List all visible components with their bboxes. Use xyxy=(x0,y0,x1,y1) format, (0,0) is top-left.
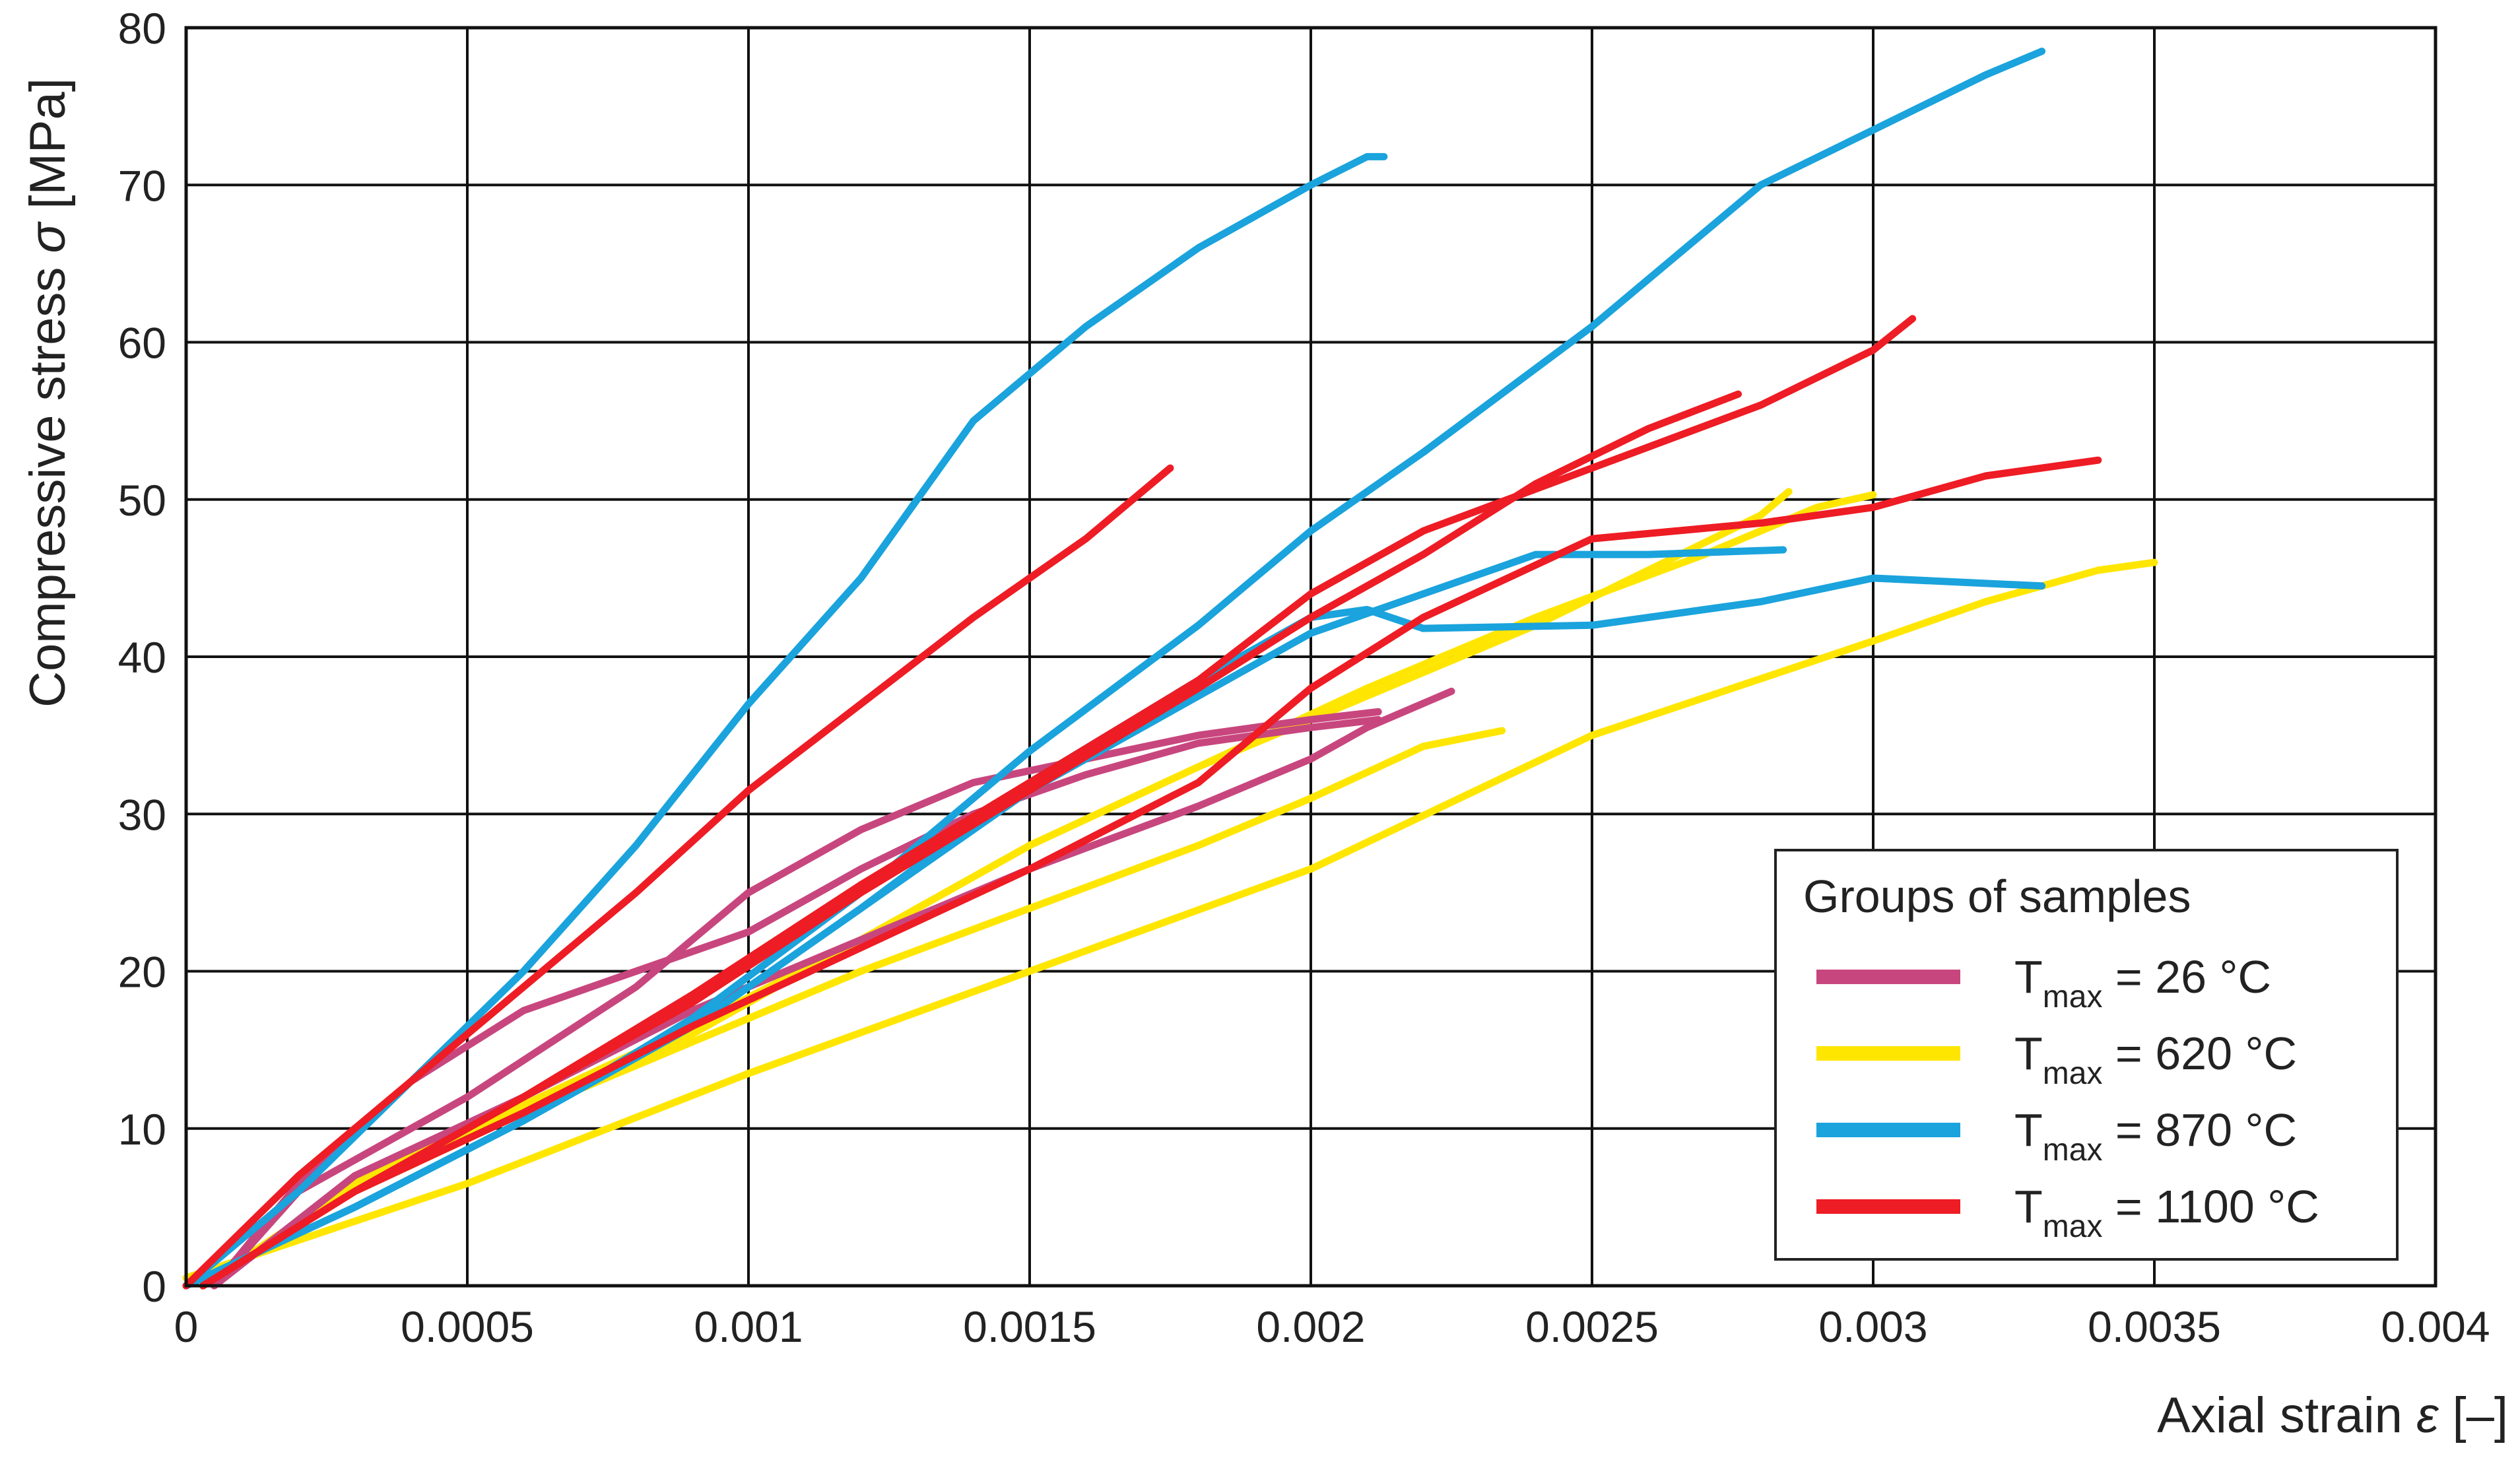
legend-title: Groups of samples xyxy=(1803,871,2191,922)
legend-label-t: T xyxy=(2014,1028,2043,1079)
legend-label-sub: max xyxy=(2043,1056,2103,1091)
x-tick-label: 0.002 xyxy=(1256,1302,1365,1351)
x-axis-title-symbol: ε xyxy=(2416,1387,2439,1443)
series-line-group-3 xyxy=(182,464,1174,1290)
x-tick-label: 0.0025 xyxy=(1525,1302,1659,1351)
legend-label-rest: = 26 °C xyxy=(2102,951,2271,1003)
legend-label-rest: = 870 °C xyxy=(2102,1104,2297,1156)
x-axis-title-text: Axial strain xyxy=(2157,1387,2416,1443)
legend-label: Tmax = 1100 °C xyxy=(2014,1181,2319,1244)
y-axis-ticks: 0 10 20 30 40 50 60 70 80 xyxy=(118,4,166,1311)
x-tick-label: 0.003 xyxy=(1818,1302,1927,1351)
series-line-group-3 xyxy=(199,456,2102,1290)
y-tick-label: 80 xyxy=(118,4,166,53)
x-tick-label: 0.004 xyxy=(2381,1302,2490,1351)
series-line-group-0 xyxy=(211,708,1382,1290)
y-tick-label: 0 xyxy=(142,1262,166,1311)
y-tick-label: 60 xyxy=(118,319,166,368)
legend-label: Tmax = 620 °C xyxy=(2014,1028,2297,1091)
y-tick-label: 50 xyxy=(118,476,166,525)
x-tick-label: 0.0005 xyxy=(401,1302,534,1351)
y-axis-title: Compressive stress σ [MPa] xyxy=(20,78,76,708)
legend-label: Tmax = 26 °C xyxy=(2014,951,2271,1014)
x-tick-label: 0.0015 xyxy=(963,1302,1096,1351)
series-line-group-1 xyxy=(199,488,1793,1290)
legend-label: Tmax = 870 °C xyxy=(2014,1104,2297,1168)
y-axis-title-text: Compressive stress xyxy=(20,253,76,708)
y-tick-label: 20 xyxy=(118,948,166,997)
legend-label-rest: = 620 °C xyxy=(2102,1028,2297,1079)
x-axis-ticks: 0 0.0005 0.001 0.0015 0.002 0.0025 0.003 0.0035… xyxy=(174,1302,2490,1351)
plot-frame xyxy=(184,26,2437,1288)
x-axis-title-unit: [–] xyxy=(2438,1387,2508,1443)
x-tick-label: 0.0035 xyxy=(2088,1302,2221,1351)
legend-label-t: T xyxy=(2014,1104,2043,1156)
legend-label-t: T xyxy=(2014,1181,2043,1232)
y-tick-label: 40 xyxy=(118,633,166,682)
legend-label-sub: max xyxy=(2043,1133,2103,1168)
legend-label-t: T xyxy=(2014,951,2043,1003)
legend-label-sub: max xyxy=(2043,1209,2103,1244)
y-axis-title-unit: [MPa] xyxy=(20,78,76,223)
y-tick-label: 10 xyxy=(118,1105,166,1154)
data-series xyxy=(182,48,2158,1290)
series-line-group-3 xyxy=(199,390,1742,1290)
y-axis-title-symbol: σ xyxy=(20,221,76,253)
y-tick-label: 70 xyxy=(118,161,166,210)
x-tick-label: 0.001 xyxy=(694,1302,803,1351)
legend-label-rest: = 1100 °C xyxy=(2102,1181,2319,1232)
x-axis-title: Axial strain ε [–] xyxy=(2157,1387,2508,1443)
legend-label-sub: max xyxy=(2043,979,2103,1014)
y-tick-label: 30 xyxy=(118,790,166,839)
x-tick-label: 0 xyxy=(174,1302,199,1351)
